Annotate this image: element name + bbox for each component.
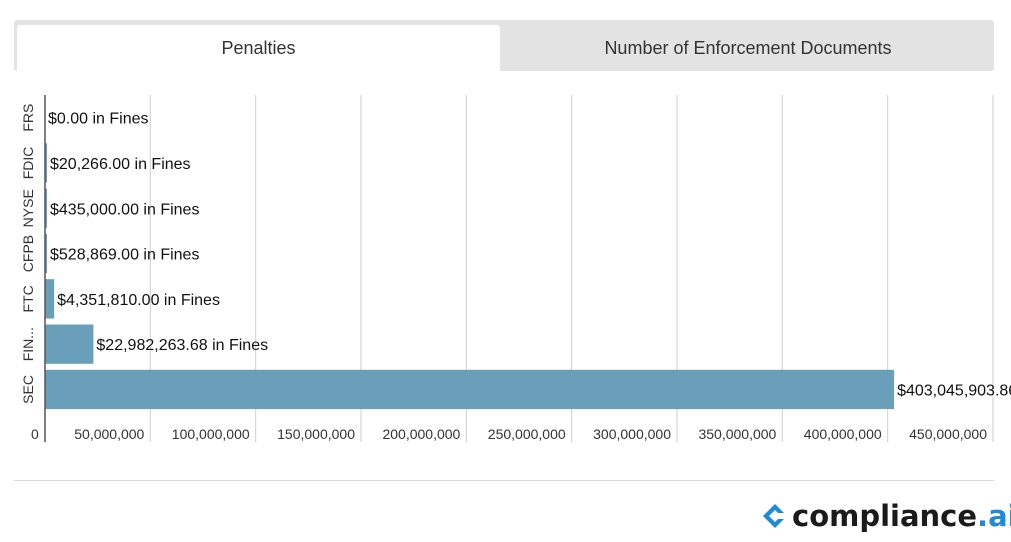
bar [45,369,895,410]
compliance-ai-logo: compliance.ai [762,496,1011,536]
tab-penalties[interactable]: Penalties [17,25,500,71]
x-tick-label: 350,000,000 [698,426,776,442]
data-label: $403,045,903.86 in Fines [897,382,1011,399]
data-label: $0.00 in Fines [48,111,149,128]
bar [45,233,47,274]
bar [45,324,94,364]
data-label: $22,982,263.68 in Fines [96,337,268,354]
x-tick-label: 150,000,000 [277,426,355,442]
category-label: FTC [20,285,36,312]
logo-wordmark: compliance [792,499,978,533]
data-label: $4,351,810.00 in Fines [57,292,220,309]
x-tick-label: 200,000,000 [382,426,460,442]
x-tick-label: 400,000,000 [804,426,882,442]
bar [45,279,55,319]
tab-enforcement-documents[interactable]: Number of Enforcement Documents [604,37,892,58]
x-tick-label: 300,000,000 [593,426,671,442]
category-label: SEC [20,375,36,404]
x-tick-label: 0 [31,426,39,442]
bar [45,143,47,183]
compliance-ai-logo-icon [763,504,788,528]
category-label: NYSE [20,189,36,227]
footer-divider [14,480,994,481]
x-tick-label: 250,000,000 [488,426,566,442]
x-tick-label: 450,000,000 [909,426,987,442]
data-label: $435,000.00 in Fines [50,201,199,218]
penalties-bar-chart: $0.00 in Fines FRS $20,266.00 in Fines FDIC… [20,95,1011,443]
data-label: $20,266.00 in Fines [50,156,191,173]
category-label: FRS [20,104,36,132]
category-label: FDIC [20,147,36,180]
chart-tab-bar: Penalties Number of Enforcement Document… [14,20,994,71]
bar [45,188,47,228]
x-tick-label: 100,000,000 [172,426,250,442]
logo-suffix: .ai [977,499,1011,533]
data-label: $528,869.00 in Fines [50,247,199,264]
x-tick-label: 50,000,000 [74,426,144,442]
category-label: FIN... [20,327,36,361]
category-label: CFPB [20,235,36,272]
